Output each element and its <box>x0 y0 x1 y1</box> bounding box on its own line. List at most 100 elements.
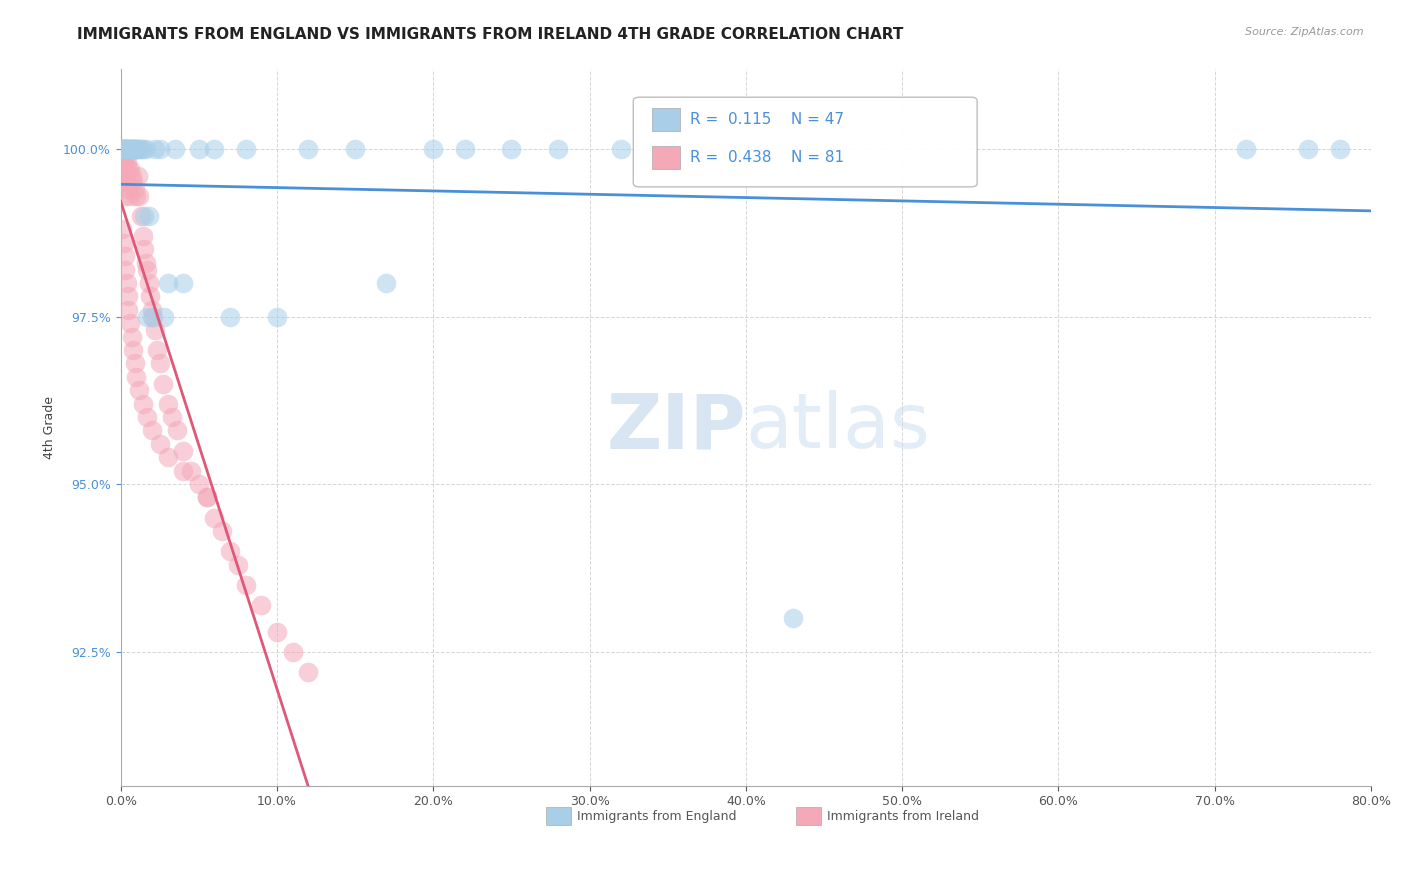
Text: R =  0.115    N = 47: R = 0.115 N = 47 <box>689 112 844 127</box>
Point <box>145 343 167 357</box>
Point <box>141 302 163 317</box>
Point <box>195 491 218 505</box>
Point <box>149 356 172 370</box>
Point <box>141 424 163 438</box>
Point <box>114 142 136 156</box>
Point <box>131 229 153 244</box>
Point <box>782 611 804 625</box>
Point <box>235 577 257 591</box>
Point <box>117 142 139 156</box>
Point <box>657 142 679 156</box>
Point <box>132 243 155 257</box>
Point <box>111 142 134 156</box>
Point <box>114 189 136 203</box>
Point <box>117 142 139 156</box>
Point <box>149 437 172 451</box>
Point <box>166 424 188 438</box>
Point <box>1298 142 1320 156</box>
Point <box>235 142 257 156</box>
Point <box>118 142 141 156</box>
Point <box>112 142 135 156</box>
Point <box>118 142 141 156</box>
Bar <box>652 108 679 131</box>
Point <box>124 356 146 370</box>
Text: ZIP: ZIP <box>606 390 745 464</box>
Point <box>142 310 165 324</box>
Point <box>112 176 135 190</box>
Point <box>118 316 141 330</box>
Point <box>375 276 398 290</box>
Text: Immigrants from England: Immigrants from England <box>576 810 737 823</box>
Point <box>501 142 523 156</box>
Point <box>266 310 288 324</box>
Point <box>127 169 149 183</box>
Point <box>138 276 160 290</box>
Point <box>250 598 273 612</box>
Point <box>118 142 141 156</box>
Point <box>226 558 249 572</box>
Point <box>547 142 569 156</box>
Point <box>122 343 145 357</box>
Point <box>124 182 146 196</box>
Point <box>115 142 138 156</box>
Point <box>121 142 143 156</box>
Point <box>118 162 141 177</box>
Point <box>112 235 135 250</box>
Point <box>204 510 226 524</box>
Point <box>204 142 226 156</box>
Point <box>124 142 146 156</box>
Point <box>111 142 134 156</box>
Point <box>131 142 153 156</box>
Point <box>112 142 135 156</box>
Text: Immigrants from Ireland: Immigrants from Ireland <box>827 810 979 823</box>
Point <box>111 142 134 156</box>
Point <box>125 369 148 384</box>
Point <box>115 142 138 156</box>
Point <box>211 524 233 538</box>
Point <box>114 262 136 277</box>
Point <box>111 169 134 183</box>
Point <box>195 491 218 505</box>
Point <box>114 142 136 156</box>
Point <box>121 142 143 156</box>
Point <box>122 142 145 156</box>
Point <box>114 169 136 183</box>
Point <box>118 189 141 203</box>
Point <box>121 329 143 343</box>
Point <box>610 142 633 156</box>
Point <box>129 142 152 156</box>
Point <box>422 142 444 156</box>
Point <box>112 142 135 156</box>
Point <box>281 645 304 659</box>
Point <box>172 276 194 290</box>
Point <box>156 397 179 411</box>
Point <box>141 310 163 324</box>
Point <box>139 289 162 303</box>
Bar <box>546 807 571 825</box>
Point <box>156 276 179 290</box>
Point <box>143 323 166 337</box>
Text: Source: ZipAtlas.com: Source: ZipAtlas.com <box>1246 27 1364 37</box>
Point <box>111 222 134 236</box>
Point <box>136 310 159 324</box>
Bar <box>796 807 821 825</box>
Point <box>143 142 166 156</box>
Point <box>114 249 136 263</box>
Point <box>1329 142 1351 156</box>
FancyBboxPatch shape <box>633 97 977 186</box>
Point <box>125 142 148 156</box>
Point <box>136 410 159 425</box>
Point <box>297 665 319 679</box>
Point <box>114 142 136 156</box>
Point <box>128 142 150 156</box>
Point <box>117 182 139 196</box>
Point <box>453 142 475 156</box>
Point <box>344 142 367 156</box>
Point <box>135 256 157 270</box>
Text: R =  0.438    N = 81: R = 0.438 N = 81 <box>689 150 844 165</box>
Text: IMMIGRANTS FROM ENGLAND VS IMMIGRANTS FROM IRELAND 4TH GRADE CORRELATION CHART: IMMIGRANTS FROM ENGLAND VS IMMIGRANTS FR… <box>77 27 904 42</box>
Bar <box>652 146 679 169</box>
Point <box>117 289 139 303</box>
Point <box>1234 142 1257 156</box>
Point <box>114 155 136 169</box>
